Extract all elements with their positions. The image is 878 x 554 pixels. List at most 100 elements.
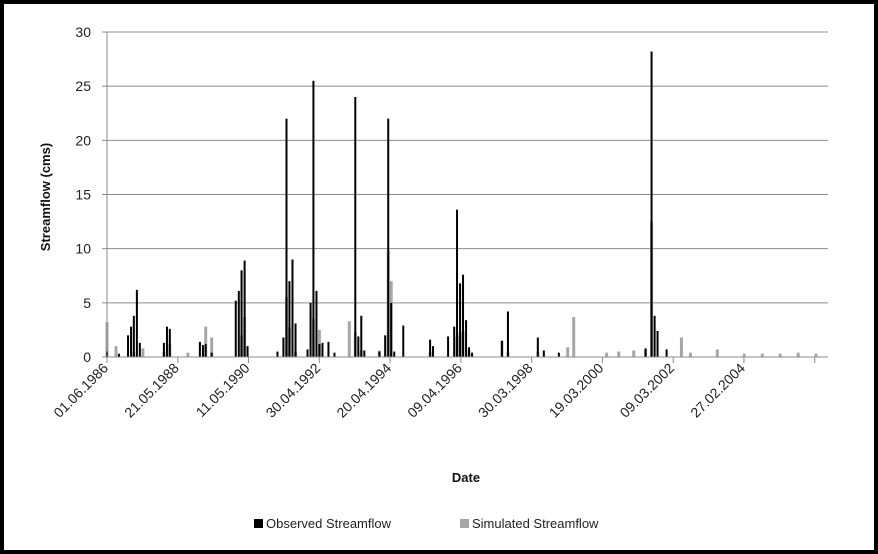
- legend: Observed Streamflow Simulated Streamflow: [254, 516, 599, 531]
- bar: [117, 353, 120, 357]
- bar: [500, 340, 503, 357]
- x-tick-label: 30.03.1998: [475, 360, 536, 421]
- grid-lines: [107, 31, 828, 304]
- bar: [135, 289, 138, 357]
- bar: [742, 353, 746, 357]
- y-tick-label: 10: [75, 241, 91, 257]
- y-axis-title: Streamflow (cms): [38, 143, 53, 251]
- bar: [459, 283, 462, 357]
- bar: [644, 348, 647, 357]
- bar: [327, 341, 330, 357]
- x-tick-label: 21.05.1988: [121, 360, 182, 421]
- bar: [363, 350, 366, 357]
- bar: [468, 347, 471, 357]
- bar: [390, 302, 393, 357]
- x-tick-labels: 01.06.1986 21.05.1988 11.05.1990 30.04.1992…: [50, 360, 748, 421]
- bar: [246, 346, 249, 357]
- bar: [333, 352, 336, 357]
- bar: [617, 351, 621, 357]
- bar: [432, 346, 435, 357]
- bar: [557, 352, 560, 357]
- bar: [165, 326, 168, 357]
- x-tick-label: 19.03.2000: [546, 360, 607, 421]
- x-tick-label: 11.05.1990: [193, 360, 253, 420]
- bar: [393, 351, 396, 357]
- simulated-bars: [105, 221, 818, 357]
- bar: [506, 311, 509, 357]
- legend-label-simulated: Simulated Streamflow: [472, 516, 599, 531]
- y-tick-label: 25: [75, 78, 91, 94]
- bar: [360, 315, 363, 357]
- bar: [114, 346, 118, 357]
- bar: [315, 290, 318, 357]
- bar: [306, 349, 309, 357]
- bar: [679, 337, 683, 357]
- bar: [204, 326, 208, 357]
- x-axis-title: Date: [452, 470, 480, 485]
- bar: [429, 339, 432, 357]
- y-tick-label: 30: [75, 24, 91, 40]
- bar: [760, 353, 764, 357]
- y-tick-label: 20: [75, 132, 91, 148]
- bar: [127, 335, 130, 357]
- bar: [536, 337, 539, 357]
- bar: [198, 341, 201, 357]
- bar: [186, 352, 190, 357]
- x-tick-label: 09.04.1996: [404, 360, 465, 421]
- y-tick-label: 0: [83, 349, 91, 365]
- y-tick-label: 5: [83, 295, 91, 311]
- x-tick-label: 01.06.1986: [50, 360, 111, 421]
- bar: [291, 259, 294, 357]
- legend-swatch-observed: [254, 519, 263, 528]
- legend-label-observed: Observed Streamflow: [266, 516, 392, 531]
- bar: [715, 349, 719, 357]
- bar: [276, 351, 279, 357]
- bar: [309, 302, 312, 357]
- bar: [234, 300, 237, 357]
- bar: [138, 342, 141, 357]
- bar: [130, 326, 133, 357]
- bar: [282, 337, 285, 357]
- bar: [572, 316, 576, 357]
- bar: [656, 331, 659, 357]
- legend-swatch-simulated: [460, 519, 469, 528]
- bar: [237, 290, 240, 357]
- bar: [566, 347, 570, 357]
- bar: [240, 270, 243, 357]
- bar: [357, 336, 360, 357]
- bar: [796, 352, 800, 357]
- bar: [650, 51, 653, 357]
- bar: [243, 260, 246, 357]
- bar: [312, 80, 315, 357]
- bar: [204, 344, 207, 357]
- x-tick-label: 30.04.1992: [263, 360, 324, 421]
- bar: [317, 329, 321, 357]
- bar: [632, 350, 636, 357]
- bar: [294, 323, 297, 357]
- x-tick-label: 27.02.2004: [687, 360, 748, 421]
- bar: [471, 352, 474, 357]
- bar: [462, 274, 465, 357]
- bar: [141, 348, 145, 357]
- y-tick-labels: 0 5 10 15 20 25 30: [75, 24, 91, 365]
- bar: [456, 209, 459, 357]
- bar: [168, 328, 171, 357]
- bar: [378, 351, 381, 357]
- x-tick-label: 09.03.2002: [616, 360, 677, 421]
- bar: [132, 315, 135, 357]
- bar: [288, 281, 291, 357]
- bar: [402, 325, 405, 357]
- bar: [778, 353, 782, 357]
- bar: [542, 350, 545, 357]
- y-tick-label: 15: [75, 187, 91, 203]
- bar: [285, 118, 288, 358]
- axes: [102, 31, 828, 363]
- x-tick-label: 20.04.1994: [333, 360, 394, 421]
- bar: [465, 320, 468, 357]
- bar: [354, 97, 357, 357]
- bar: [210, 337, 214, 357]
- bar: [210, 352, 213, 357]
- bar: [384, 335, 387, 357]
